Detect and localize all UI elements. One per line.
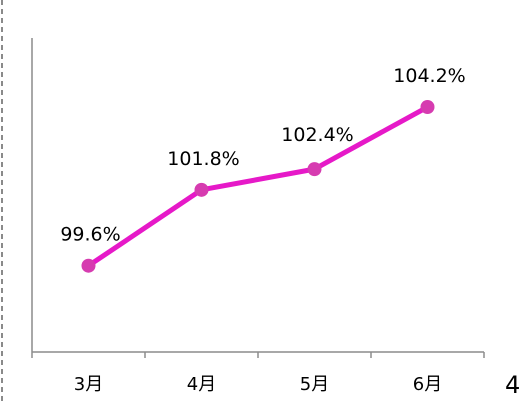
data-point-marker <box>420 100 435 115</box>
data-point-marker <box>81 258 96 273</box>
series-line <box>86 104 430 269</box>
data-label: 99.6% <box>60 224 120 246</box>
data-labels-layer: 99.6% 101.8% 102.4% 104.2% <box>60 65 465 246</box>
data-point-marker <box>194 182 209 197</box>
chart-axes: 3月 4月 5月 6月 <box>31 38 485 395</box>
page-number: 4 <box>505 371 521 399</box>
x-tick-label: 3月 <box>74 374 103 395</box>
data-label: 102.4% <box>281 124 353 146</box>
data-label: 104.2% <box>393 65 465 87</box>
x-tick-label: 4月 <box>187 374 216 395</box>
x-tick-label: 5月 <box>300 374 329 395</box>
series-layer <box>81 100 435 273</box>
data-point-marker <box>307 162 322 177</box>
x-tick-label: 6月 <box>413 374 442 395</box>
data-label: 101.8% <box>167 148 239 170</box>
